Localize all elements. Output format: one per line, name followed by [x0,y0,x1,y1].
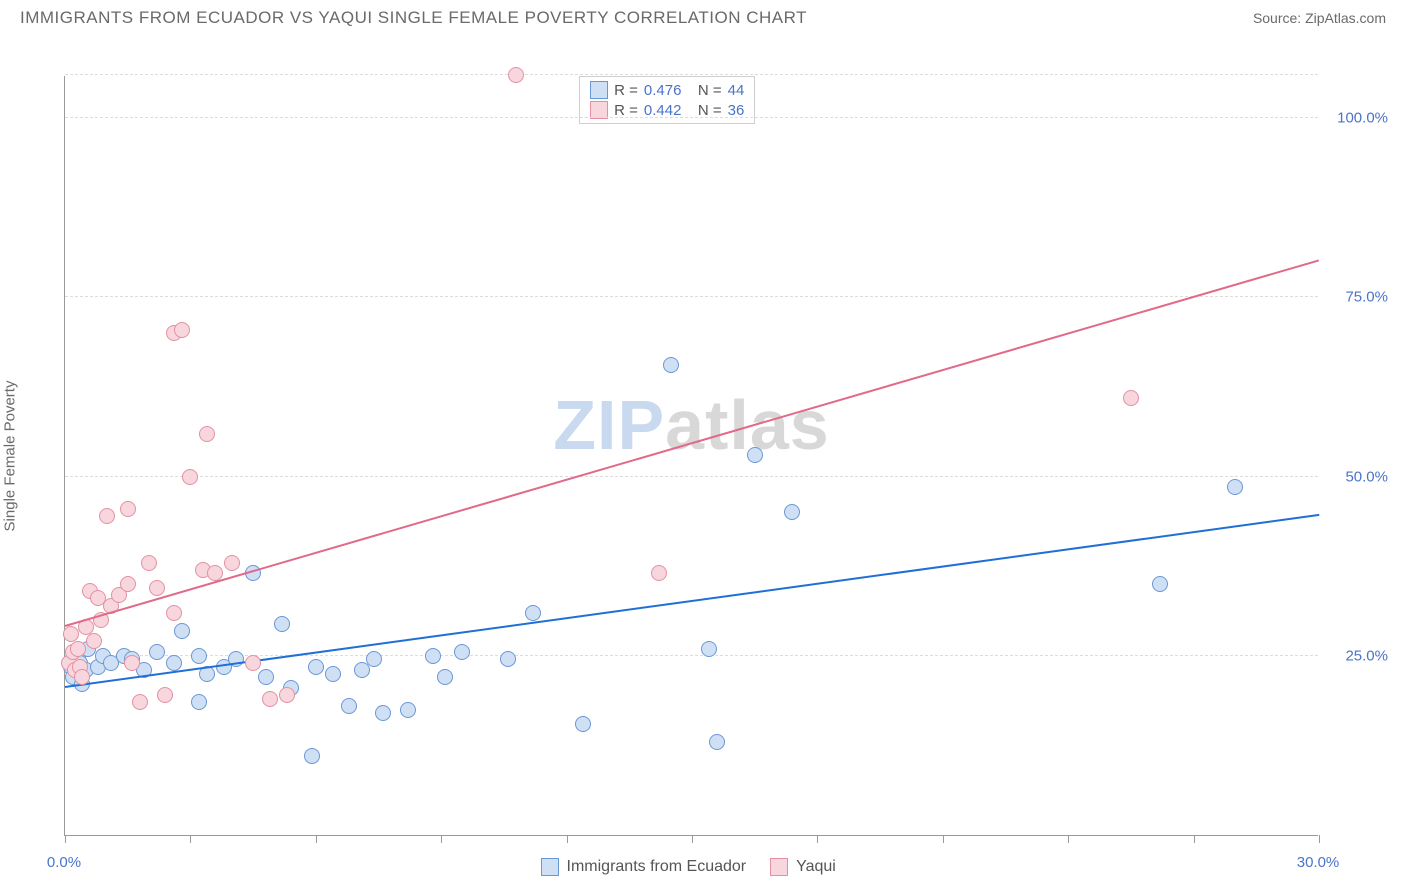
data-point [400,702,416,718]
data-point [304,748,320,764]
source-attribution: Source: ZipAtlas.com [1253,10,1386,26]
data-point [120,501,136,517]
gridline [65,74,1318,75]
data-point [258,669,274,685]
legend-swatch [770,858,788,876]
source-prefix: Source: [1253,10,1305,26]
data-point [120,576,136,592]
data-point [575,716,591,732]
y-tick-label: 25.0% [1328,647,1388,664]
x-tick [190,835,191,843]
y-tick-label: 100.0% [1328,110,1388,127]
data-point [308,659,324,675]
x-tick [316,835,317,843]
data-point [341,698,357,714]
data-point [279,687,295,703]
n-label: N = [698,82,722,99]
data-point [191,648,207,664]
x-tick-label: 0.0% [47,854,81,871]
y-tick-label: 75.0% [1328,289,1388,306]
data-point [86,633,102,649]
x-tick [1319,835,1320,843]
n-value: 44 [728,82,745,99]
data-point [325,666,341,682]
x-tick [817,835,818,843]
data-point [525,605,541,621]
legend-swatch [541,858,559,876]
x-tick [441,835,442,843]
y-tick-label: 50.0% [1328,468,1388,485]
legend-swatch [590,81,608,99]
x-tick [943,835,944,843]
x-tick-label: 30.0% [1297,854,1340,871]
x-tick [567,835,568,843]
chart-title: IMMIGRANTS FROM ECUADOR VS YAQUI SINGLE … [20,8,807,28]
data-point [425,648,441,664]
data-point [74,669,90,685]
n-value: 36 [728,102,745,119]
legend-item: Immigrants from Ecuador [541,858,747,876]
data-point [149,644,165,660]
data-point [166,605,182,621]
data-point [1123,390,1139,406]
data-point [99,508,115,524]
legend-row: R = 0.476 N = 44 [590,80,744,100]
data-point [174,623,190,639]
watermark-part-a: ZIP [553,386,665,464]
r-label: R = [614,82,638,99]
legend-item: Yaqui [770,858,836,876]
data-point [70,641,86,657]
y-axis-label: Single Female Poverty [2,381,19,532]
data-point [709,734,725,750]
r-value: 0.476 [644,82,692,99]
data-point [1227,479,1243,495]
data-point [182,469,198,485]
legend-label: Yaqui [796,858,836,876]
data-point [141,555,157,571]
data-point [166,655,182,671]
plot-area: ZIPatlas R =0.476N =44R =0.442N =36 25.0… [64,76,1318,836]
trend-line [65,259,1320,627]
source-name: ZipAtlas.com [1305,10,1386,26]
data-point [124,655,140,671]
header: IMMIGRANTS FROM ECUADOR VS YAQUI SINGLE … [0,0,1406,32]
data-point [437,669,453,685]
x-tick [692,835,693,843]
data-point [191,694,207,710]
gridline [65,296,1318,297]
legend-label: Immigrants from Ecuador [567,858,747,876]
x-tick [1068,835,1069,843]
r-label: R = [614,102,638,119]
data-point [224,555,240,571]
data-point [663,357,679,373]
data-point [149,580,165,596]
x-tick [1194,835,1195,843]
data-point [500,651,516,667]
data-point [454,644,470,660]
data-point [199,426,215,442]
chart-container: Single Female Poverty ZIPatlas R =0.476N… [20,32,1386,896]
data-point [508,67,524,83]
data-point [651,565,667,581]
data-point [366,651,382,667]
data-point [132,694,148,710]
data-point [274,616,290,632]
data-point [245,655,261,671]
data-point [262,691,278,707]
r-value: 0.442 [644,102,692,119]
series-legend: Immigrants from Ecuador Yaqui [541,858,836,876]
gridline [65,476,1318,477]
data-point [375,705,391,721]
data-point [747,447,763,463]
n-label: N = [698,102,722,119]
data-point [1152,576,1168,592]
x-tick [65,835,66,843]
data-point [701,641,717,657]
data-point [174,322,190,338]
data-point [157,687,173,703]
data-point [784,504,800,520]
gridline [65,117,1318,118]
watermark: ZIPatlas [553,385,829,465]
